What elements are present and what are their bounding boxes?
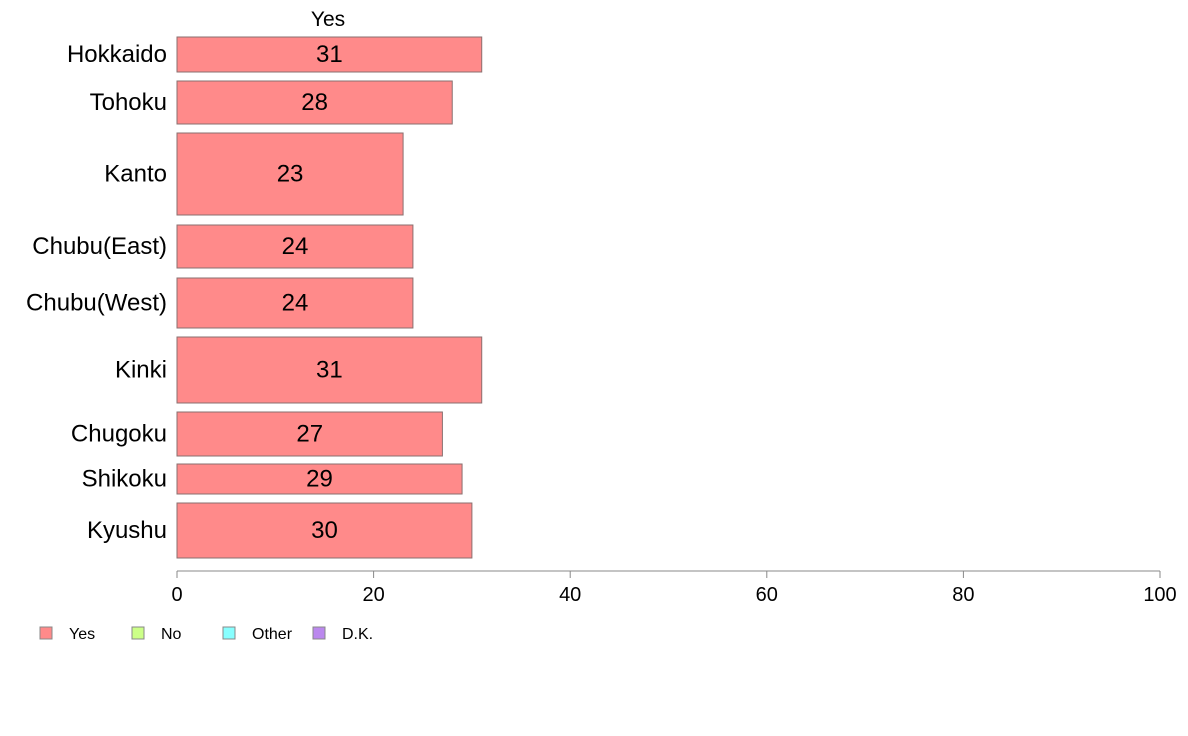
x-axis: 0 20 40 60 80 100 xyxy=(171,570,1177,606)
bar-value-label-chubu-east: 24 xyxy=(282,233,309,260)
bar-value-labels: 31 28 23 24 24 31 27 29 30 xyxy=(277,41,343,544)
bar-value-label-kyushu: 30 xyxy=(311,517,338,544)
bar-kinki xyxy=(176,336,483,404)
bar-kyushu xyxy=(176,502,473,559)
category-label-tohoku: Tohoku xyxy=(90,89,167,116)
bar-kanto xyxy=(176,132,404,216)
series-header: Yes xyxy=(311,8,345,31)
bar-value-label-tohoku: 28 xyxy=(301,89,328,116)
legend-swatch-d-k xyxy=(312,626,326,640)
bar-value-label-chugoku: 27 xyxy=(296,421,323,448)
bar-value-label-shikoku: 29 xyxy=(306,466,333,493)
bar-chubu-west xyxy=(176,277,414,329)
category-label-chubu-west: Chubu(West) xyxy=(26,290,167,317)
x-tick-label-0: 0 xyxy=(171,584,182,606)
legend-label-d-k: D.K. xyxy=(342,626,373,643)
category-label-chugoku: Chugoku xyxy=(71,421,167,448)
bar-shikoku xyxy=(176,463,463,495)
x-tick-label-60: 60 xyxy=(756,584,778,606)
legend-label-other: Other xyxy=(252,626,293,643)
category-label-kanto: Kanto xyxy=(104,161,167,188)
bar-value-label-kanto: 23 xyxy=(277,161,304,188)
legend-label-yes: Yes xyxy=(69,626,95,643)
category-label-kinki: Kinki xyxy=(115,357,167,384)
category-labels: Hokkaido Tohoku Kanto Chubu(East) Chubu(West… xyxy=(26,41,167,544)
x-tick-label-100: 100 xyxy=(1143,584,1176,606)
category-label-hokkaido: Hokkaido xyxy=(67,41,167,68)
bar-value-label-hokkaido: 31 xyxy=(316,41,343,68)
x-tick-label-80: 80 xyxy=(952,584,974,606)
category-label-chubu-east: Chubu(East) xyxy=(32,233,167,260)
category-label-shikoku: Shikoku xyxy=(82,466,167,493)
bars-group xyxy=(176,36,483,559)
legend-label-no: No xyxy=(161,626,182,643)
legend-swatch-no xyxy=(131,626,145,640)
legend: Yes No Other D.K. xyxy=(39,626,373,643)
bar-tohoku xyxy=(176,80,453,125)
bar-chugoku xyxy=(176,411,443,457)
legend-swatch-other xyxy=(222,626,236,640)
bar-hokkaido xyxy=(176,36,483,73)
bar-value-label-kinki: 31 xyxy=(316,357,343,384)
category-label-kyushu: Kyushu xyxy=(87,517,167,544)
x-tick-label-40: 40 xyxy=(559,584,581,606)
x-tick-label-20: 20 xyxy=(362,584,384,606)
bar-value-label-chubu-west: 24 xyxy=(282,290,309,317)
bar-chubu-east xyxy=(176,224,414,269)
legend-swatch-yes xyxy=(39,626,53,640)
